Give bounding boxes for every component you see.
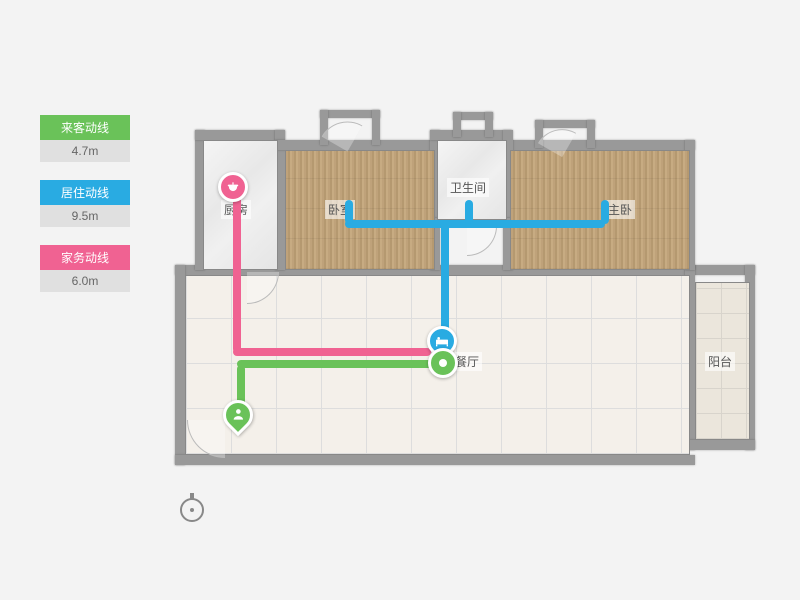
wall xyxy=(453,112,461,137)
path-segment xyxy=(441,220,449,340)
floorplan: 厨房 卧室 卫生间 主卧 客餐厅 阳台 xyxy=(175,100,755,475)
legend-item-living: 居住动线 9.5m xyxy=(40,180,130,227)
legend-item-guest: 来客动线 4.7m xyxy=(40,115,130,162)
room-bedroom xyxy=(285,150,435,270)
path-segment xyxy=(345,220,605,228)
wall xyxy=(175,455,695,465)
label-master: 主卧 xyxy=(605,200,635,219)
path-segment xyxy=(601,200,609,224)
room-master xyxy=(510,150,690,270)
legend-value: 9.5m xyxy=(40,205,130,227)
label-bathroom: 卫生间 xyxy=(447,178,489,197)
wall xyxy=(195,130,285,140)
wall xyxy=(587,120,595,148)
legend-item-chore: 家务动线 6.0m xyxy=(40,245,130,292)
compass-icon xyxy=(175,490,209,524)
wall xyxy=(485,112,493,137)
wall xyxy=(430,130,512,140)
legend-value: 6.0m xyxy=(40,270,130,292)
legend-label: 居住动线 xyxy=(40,180,130,205)
path-segment xyxy=(233,348,431,356)
path-segment xyxy=(465,200,473,224)
legend-label: 家务动线 xyxy=(40,245,130,270)
path-segment xyxy=(233,185,241,353)
wall xyxy=(175,265,185,465)
legend: 来客动线 4.7m 居住动线 9.5m 家务动线 6.0m xyxy=(40,115,130,310)
wall xyxy=(535,120,595,128)
path-segment xyxy=(345,200,353,224)
path-segment xyxy=(237,360,437,368)
wall xyxy=(685,440,755,450)
label-balcony: 阳台 xyxy=(705,352,735,371)
legend-value: 4.7m xyxy=(40,140,130,162)
path-node-icon xyxy=(428,348,458,378)
wall xyxy=(320,110,380,118)
wall xyxy=(372,110,380,145)
legend-label: 来客动线 xyxy=(40,115,130,140)
door-arc xyxy=(467,226,497,256)
path-node-icon xyxy=(218,172,248,202)
